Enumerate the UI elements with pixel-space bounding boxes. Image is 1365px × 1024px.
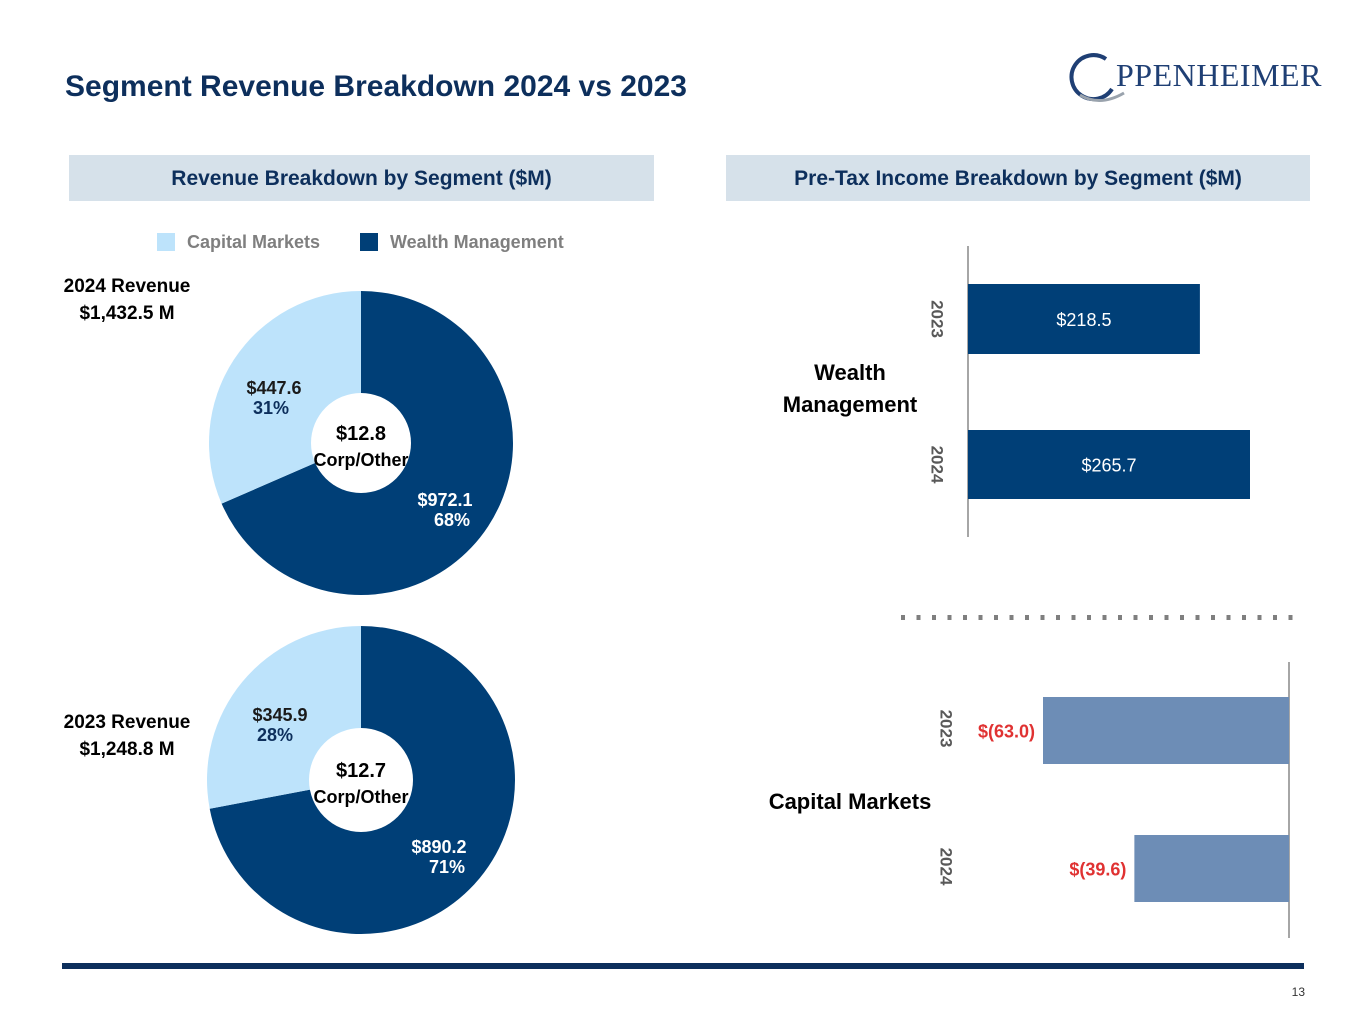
wealth-year-label-2023: 2023 <box>928 300 947 338</box>
section-separator-dot <box>1009 615 1014 620</box>
donut-2023-pct-label-wealth-management: 71% <box>429 857 465 877</box>
section-separator-dot <box>1149 615 1153 620</box>
capital-markets-label: Capital Markets <box>768 789 932 814</box>
capital-year-label-2024: 2024 <box>937 848 956 886</box>
capital-bar-2023 <box>1043 697 1289 764</box>
legend-swatch-wealth-management <box>360 233 378 251</box>
section-separator-dot <box>1102 615 1107 620</box>
section-separator-dot <box>1195 615 1200 620</box>
wealth-bar-2024 <box>968 430 1250 499</box>
section-separator-dot <box>1164 615 1169 620</box>
revenue-2023-caption: 2023 Revenue <box>63 712 191 733</box>
section-separator-dot <box>978 615 983 620</box>
donut-2024-value-label-wealth-management: $972.1 <box>417 490 472 510</box>
section-separator-dot <box>963 615 967 620</box>
wealth-bar-2023 <box>968 284 1200 354</box>
donut-2023-hole <box>309 728 413 832</box>
page-title: Segment Revenue Breakdown 2024 vs 2023 <box>65 70 687 103</box>
pretax-panel-header: Pre-Tax Income Breakdown by Segment ($M) <box>726 155 1310 201</box>
donut-2023-value-label-wealth-management: $890.2 <box>411 837 466 857</box>
capital-year-label-2023: 2023 <box>937 710 956 748</box>
logo-o-mark-icon <box>1069 53 1125 102</box>
donut-2024-pct-label-wealth-management: 68% <box>434 510 470 530</box>
section-separator-dot <box>1118 615 1122 620</box>
donut-2024-center-value: $12.8 <box>336 423 386 445</box>
donut-2023-center-label: Corp/Other <box>313 787 408 807</box>
revenue-2024-total: $1,432.5 M <box>79 303 175 324</box>
revenue-2024-caption: 2024 Revenue <box>63 276 191 297</box>
section-separator-dot <box>901 615 905 620</box>
section-separator-dot <box>1257 615 1262 620</box>
section-separator-dot <box>1226 615 1231 620</box>
section-separator-dot <box>1071 615 1076 620</box>
wealth-bar-label-2023: $218.5 <box>1056 310 1111 330</box>
section-separator-dot <box>916 615 921 620</box>
section-separator-dot <box>1180 615 1184 620</box>
section-separator-dot <box>932 615 936 620</box>
logo-text: PPENHEIMER <box>1116 57 1322 93</box>
section-separator-dot <box>1040 615 1045 620</box>
donut-2023-center-value: $12.7 <box>336 760 386 782</box>
section-separator-dot <box>1288 615 1293 620</box>
footer-divider <box>62 963 1304 969</box>
wealth-bar-label-2024: $265.7 <box>1081 456 1136 476</box>
section-separator-dot <box>1242 615 1246 620</box>
legend-item-capital-markets: Capital Markets <box>157 232 320 254</box>
section-separator-dot <box>1087 615 1091 620</box>
legend-item-wealth-management: Wealth Management <box>360 232 564 254</box>
section-separator-dot <box>1273 615 1277 620</box>
section-separator-dot <box>1211 615 1215 620</box>
revenue-2024-label: 2024 Revenue $1,432.5 M <box>57 273 197 327</box>
wealth-year-label-2024: 2024 <box>928 446 947 484</box>
section-separator-dot <box>994 615 998 620</box>
revenue-2023-label: 2023 Revenue $1,248.8 M <box>57 709 197 763</box>
donut-2024-value-label-capital-markets: $447.6 <box>246 378 301 398</box>
legend-label-wealth-management: Wealth Management <box>390 232 564 252</box>
revenue-panel-header: Revenue Breakdown by Segment ($M) <box>69 155 654 201</box>
donut-2024-hole <box>311 393 411 493</box>
company-logo: PPENHEIMER <box>1066 45 1346 105</box>
legend-label-capital-markets: Capital Markets <box>187 232 321 252</box>
capital-bar-label-2024: $(39.6) <box>1069 860 1126 880</box>
donut-2023-value-label-capital-markets: $345.9 <box>252 705 307 725</box>
donut-2024-pct-label-capital-markets: 31% <box>253 398 289 418</box>
donut-2023-pct-label-capital-markets: 28% <box>257 725 293 745</box>
page-number: 13 <box>1291 985 1305 999</box>
section-separator-dot <box>1025 615 1029 620</box>
donut-2024-center-label: Corp/Other <box>313 450 408 470</box>
section-separator-dot <box>1056 615 1060 620</box>
wealth-label-line2: Management <box>782 392 918 417</box>
revenue-2023-total: $1,248.8 M <box>79 739 175 760</box>
section-separator-dot <box>947 615 952 620</box>
wealth-management-label: Wealth Management <box>765 357 935 421</box>
section-separator-dot <box>1133 615 1138 620</box>
capital-bar-2024 <box>1134 835 1289 902</box>
capital-bar-label-2023: $(63.0) <box>978 722 1035 742</box>
wealth-label-line1: Wealth <box>814 360 886 385</box>
legend-swatch-capital-markets <box>157 233 175 251</box>
